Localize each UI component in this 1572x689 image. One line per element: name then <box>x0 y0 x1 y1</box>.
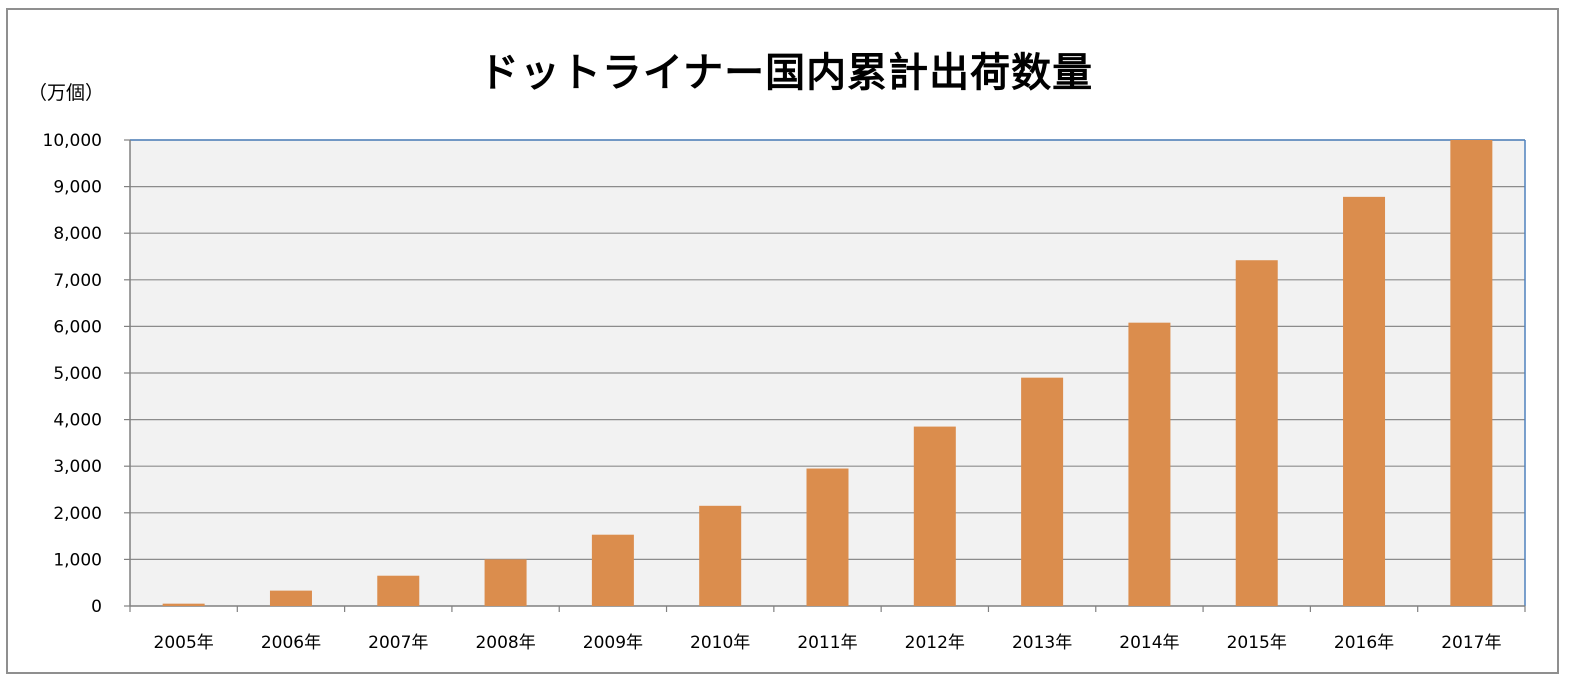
x-tick-label: 2017年 <box>1441 633 1501 653</box>
bar <box>913 426 956 606</box>
bar <box>1343 196 1386 607</box>
x-tick-label: 2013年 <box>1012 633 1072 653</box>
x-tick-label: 2005年 <box>154 633 214 653</box>
y-tick-label: 10,000 <box>43 131 102 151</box>
bar <box>806 468 849 606</box>
bar <box>1128 322 1171 606</box>
x-tick-label: 2015年 <box>1227 633 1287 653</box>
x-tick-label: 2010年 <box>690 633 750 653</box>
y-tick-label: 2,000 <box>53 504 102 524</box>
y-tick-label: 1,000 <box>53 550 102 570</box>
x-tick-label: 2016年 <box>1334 633 1394 653</box>
y-tick-label: 3,000 <box>53 457 102 477</box>
x-tick-label: 2007年 <box>368 633 428 653</box>
bar <box>699 505 742 606</box>
x-tick-label: 2014年 <box>1119 633 1179 653</box>
x-tick-label: 2011年 <box>797 633 857 653</box>
x-tick-label: 2006年 <box>261 633 321 653</box>
y-tick-label: 0 <box>91 597 102 617</box>
bar <box>1450 140 1493 606</box>
bar <box>1235 260 1278 606</box>
bar <box>484 559 527 606</box>
x-tick-label: 2008年 <box>475 633 535 653</box>
y-tick-label: 5,000 <box>53 364 102 384</box>
y-axis-unit-label: （万個） <box>28 82 105 104</box>
y-tick-label: 4,000 <box>53 411 102 431</box>
bar <box>162 603 205 606</box>
bar <box>1021 377 1064 606</box>
bar <box>269 590 312 606</box>
bar <box>377 575 420 606</box>
y-tick-label: 9,000 <box>53 178 102 198</box>
y-tick-label: 8,000 <box>53 224 102 244</box>
x-tick-label: 2012年 <box>905 633 965 653</box>
x-tick-label: 2009年 <box>583 633 643 653</box>
y-tick-label: 7,000 <box>53 271 102 291</box>
y-tick-label: 6,000 <box>53 317 102 337</box>
chart-title: ドットライナー国内累計出荷数量 <box>478 50 1094 96</box>
bar <box>591 534 634 606</box>
